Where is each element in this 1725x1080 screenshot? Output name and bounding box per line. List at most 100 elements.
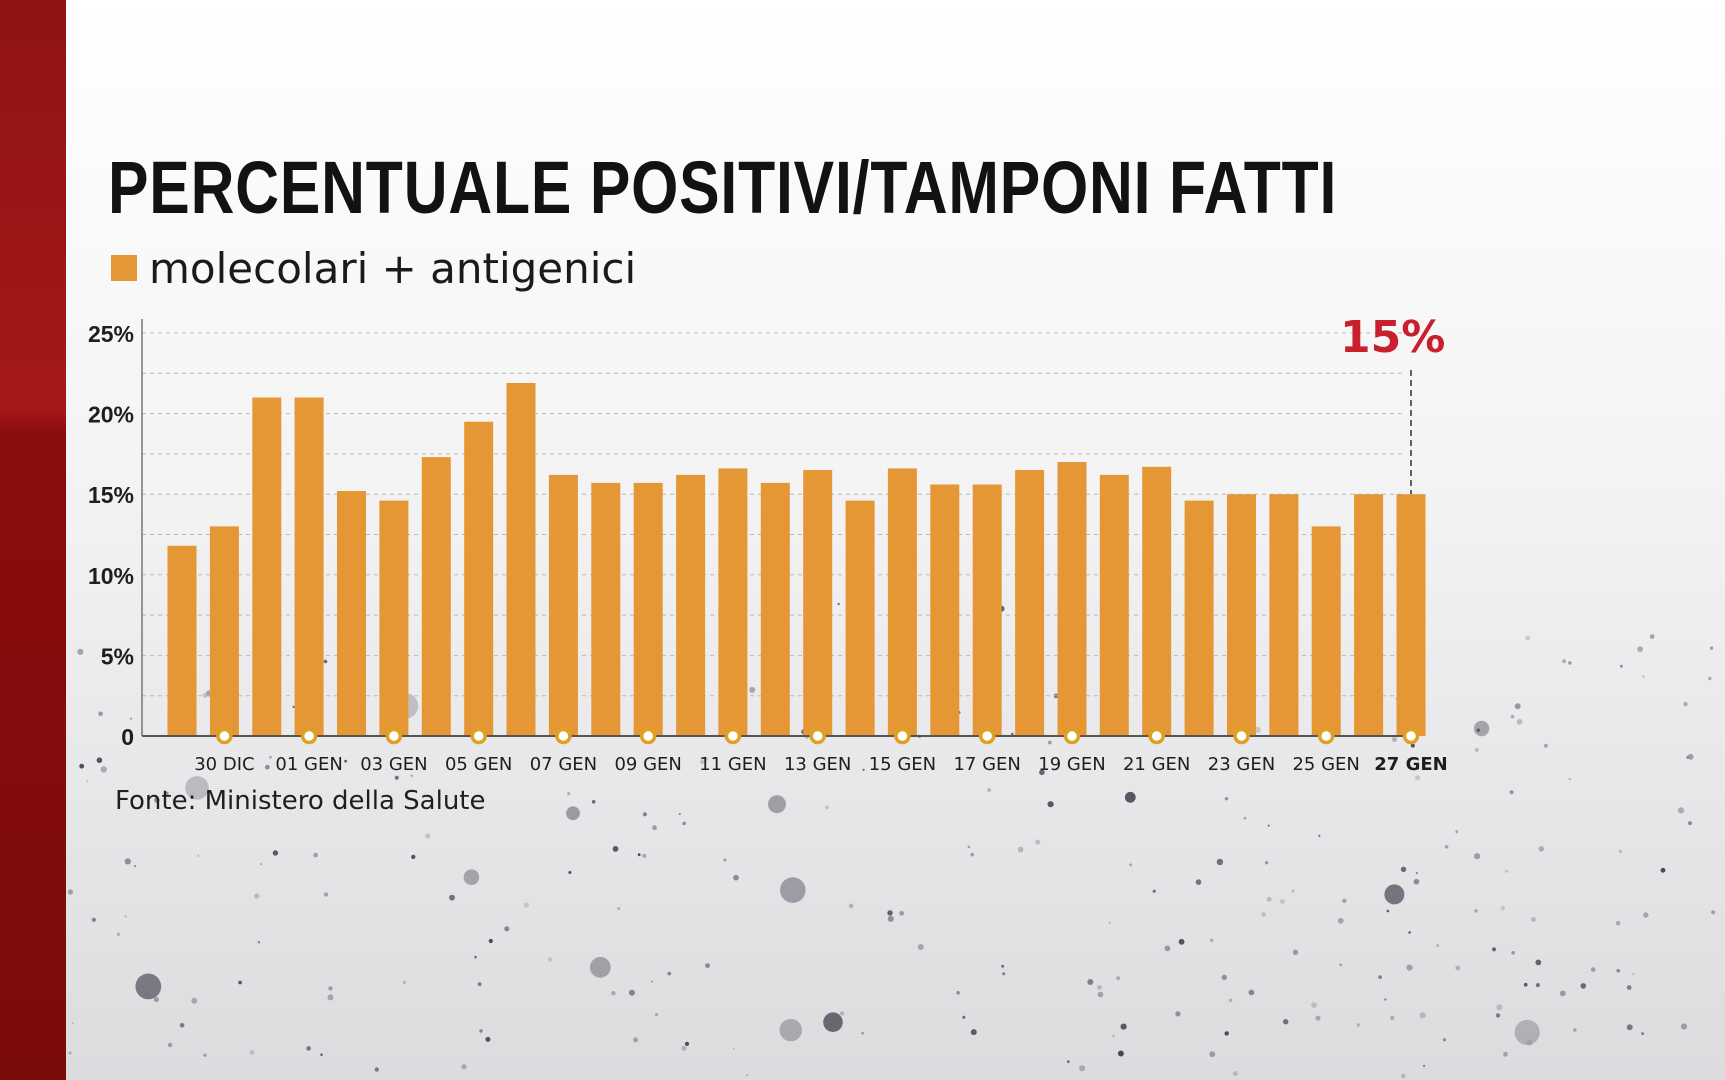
speck: [124, 915, 127, 918]
speck: [566, 806, 580, 821]
x-tick-label: 25 GEN: [1292, 754, 1359, 775]
speck: [1496, 1004, 1503, 1011]
x-tick-marker: [1402, 727, 1420, 745]
speck: [98, 711, 103, 717]
speck: [249, 1050, 255, 1055]
speck: [862, 768, 865, 772]
y-tick-label: 25%: [88, 321, 134, 347]
speck: [1687, 753, 1694, 760]
speck: [129, 717, 133, 720]
speck: [91, 917, 96, 922]
speck: [523, 902, 529, 908]
x-tick-label: 11 GEN: [699, 754, 766, 775]
speck: [1386, 909, 1390, 913]
speck: [238, 980, 243, 985]
speck: [1224, 797, 1229, 801]
bar: [1396, 494, 1426, 736]
speck: [1491, 947, 1497, 952]
speck: [154, 797, 160, 803]
speck: [1120, 1023, 1127, 1030]
y-tick-label: 10%: [88, 563, 134, 589]
speck: [374, 1067, 379, 1072]
speck: [306, 1046, 311, 1051]
red-side-band: [0, 0, 66, 1080]
speck: [1209, 938, 1214, 942]
x-tick-marker: [978, 727, 996, 745]
speck: [1315, 1015, 1321, 1021]
speck: [628, 989, 635, 996]
speck: [1535, 983, 1540, 988]
speck: [153, 996, 159, 1003]
speck: [1643, 912, 1649, 918]
speck: [1455, 965, 1461, 971]
x-tick-label: 03 GEN: [360, 754, 427, 775]
speck: [504, 926, 510, 932]
x-tick-marker: [1317, 727, 1335, 745]
speck: [642, 812, 648, 817]
speck: [967, 845, 971, 849]
speck: [779, 1018, 802, 1042]
speck: [1677, 807, 1685, 814]
x-tick-marker: [724, 727, 742, 745]
speck: [840, 1011, 845, 1016]
speck: [1292, 949, 1299, 955]
speck: [1129, 863, 1133, 867]
speck: [1410, 743, 1415, 748]
speck: [1535, 959, 1542, 966]
bar: [1354, 494, 1384, 736]
speck: [987, 788, 991, 792]
speck: [1642, 675, 1645, 678]
speck: [257, 941, 261, 944]
speck: [1168, 765, 1171, 769]
source-note: Fonte: Ministero della Salute: [115, 786, 486, 816]
x-tick-marker: [894, 727, 911, 745]
speck: [1337, 917, 1344, 924]
x-tick-label: 15 GEN: [869, 754, 936, 775]
speck: [463, 869, 480, 885]
speck: [135, 973, 162, 1000]
bar: [548, 474, 578, 736]
speck: [1117, 1050, 1124, 1057]
x-tick-label: 30 DIC: [194, 754, 254, 775]
speck: [411, 854, 416, 860]
speck: [124, 858, 131, 865]
speck: [328, 986, 333, 991]
speck: [1708, 676, 1712, 681]
bar: [167, 545, 197, 736]
y-tick-label: 15%: [88, 482, 134, 508]
speck: [1401, 1073, 1406, 1079]
speck: [1444, 845, 1449, 849]
speck: [887, 915, 894, 922]
bar: [887, 468, 917, 736]
speck: [327, 994, 334, 1001]
bar: [379, 500, 409, 736]
speck: [1011, 732, 1014, 736]
speck: [488, 938, 493, 944]
speck: [705, 963, 710, 968]
bar: [760, 482, 790, 736]
x-tick-marker: [470, 727, 487, 745]
speck: [617, 907, 621, 910]
speck: [848, 903, 854, 909]
speck: [1509, 790, 1514, 795]
speck: [449, 894, 455, 901]
speck: [1631, 972, 1635, 976]
speck: [825, 805, 829, 810]
x-tick-label: 23 GEN: [1208, 754, 1275, 775]
speck: [320, 1053, 323, 1056]
x-tick-label: 13 GEN: [784, 754, 851, 775]
speck: [1164, 945, 1171, 952]
speck: [269, 755, 272, 759]
speck: [1473, 720, 1490, 737]
speck: [1415, 871, 1418, 875]
speck: [1178, 938, 1185, 945]
speck: [1195, 879, 1202, 885]
speck: [1342, 898, 1347, 903]
speck: [1264, 861, 1269, 865]
speck: [1339, 963, 1342, 967]
speck: [1618, 849, 1622, 853]
speck: [1224, 1031, 1229, 1036]
speck: [568, 871, 572, 874]
speck: [1514, 703, 1521, 710]
